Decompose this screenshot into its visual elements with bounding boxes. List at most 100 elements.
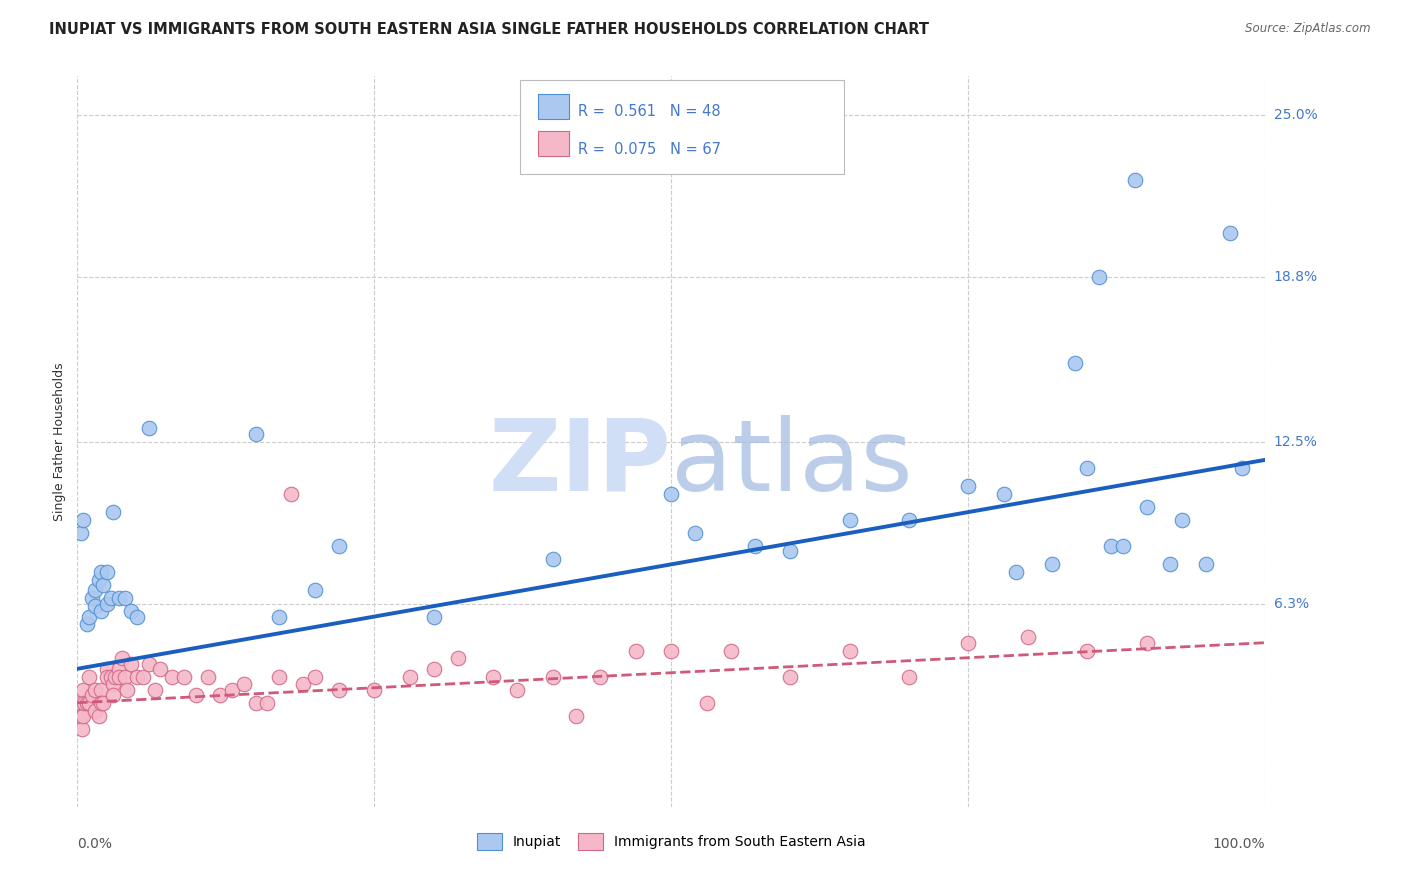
- Point: [269, 670, 291, 684]
- Point: [90, 682, 112, 697]
- Point: [779, 670, 801, 684]
- Point: [1064, 356, 1087, 370]
- Point: [232, 677, 254, 691]
- Point: [120, 604, 142, 618]
- Point: [93, 696, 115, 710]
- Point: [541, 552, 564, 566]
- Point: [482, 670, 505, 684]
- Point: [898, 513, 921, 527]
- Point: [70, 722, 93, 736]
- Point: [69, 696, 91, 710]
- Point: [898, 670, 921, 684]
- Point: [173, 670, 195, 684]
- Point: [96, 670, 118, 684]
- Point: [197, 670, 219, 684]
- Point: [90, 565, 112, 579]
- Point: [108, 670, 131, 684]
- Point: [125, 670, 148, 684]
- Point: [90, 696, 112, 710]
- Point: [125, 609, 148, 624]
- Point: [72, 513, 94, 527]
- Point: [957, 479, 980, 493]
- Point: [1112, 539, 1135, 553]
- Text: 12.5%: 12.5%: [1274, 434, 1317, 449]
- Point: [328, 682, 350, 697]
- Point: [624, 643, 647, 657]
- Point: [292, 677, 315, 691]
- Text: INUPIAT VS IMMIGRANTS FROM SOUTH EASTERN ASIA SINGLE FATHER HOUSEHOLDS CORRELATI: INUPIAT VS IMMIGRANTS FROM SOUTH EASTERN…: [49, 22, 929, 37]
- Point: [138, 657, 160, 671]
- Point: [1088, 269, 1111, 284]
- Point: [208, 688, 231, 702]
- Text: R =  0.075   N = 67: R = 0.075 N = 67: [578, 142, 721, 157]
- Point: [1099, 539, 1122, 553]
- Point: [70, 708, 93, 723]
- Point: [661, 643, 683, 657]
- Point: [1076, 460, 1098, 475]
- Text: ZIP: ZIP: [488, 415, 672, 512]
- Point: [120, 657, 142, 671]
- Point: [115, 682, 138, 697]
- Point: [138, 421, 160, 435]
- Point: [72, 708, 94, 723]
- Text: 25.0%: 25.0%: [1274, 108, 1317, 122]
- Point: [73, 696, 96, 710]
- Point: [77, 696, 100, 710]
- Point: [506, 682, 529, 697]
- Point: [1076, 643, 1098, 657]
- Point: [1136, 500, 1159, 514]
- Point: [269, 609, 291, 624]
- Point: [84, 704, 107, 718]
- Point: [114, 670, 136, 684]
- Point: [1195, 558, 1218, 572]
- Point: [186, 688, 208, 702]
- Point: [1159, 558, 1181, 572]
- Point: [84, 682, 107, 697]
- Point: [101, 505, 124, 519]
- Point: [280, 487, 302, 501]
- Point: [744, 539, 766, 553]
- Point: [87, 573, 110, 587]
- Point: [96, 662, 118, 676]
- Point: [1171, 513, 1194, 527]
- Point: [399, 670, 422, 684]
- Point: [80, 688, 103, 702]
- Point: [541, 670, 564, 684]
- Point: [779, 544, 801, 558]
- Point: [87, 708, 110, 723]
- Point: [1123, 173, 1146, 187]
- Point: [77, 670, 100, 684]
- Point: [70, 526, 93, 541]
- Point: [683, 526, 706, 541]
- Point: [838, 513, 860, 527]
- Point: [143, 682, 166, 697]
- Point: [245, 696, 267, 710]
- Legend: Inupiat, Immigrants from South Eastern Asia: Inupiat, Immigrants from South Eastern A…: [471, 827, 872, 855]
- Point: [101, 677, 124, 691]
- Point: [328, 539, 350, 553]
- Point: [661, 487, 683, 501]
- Point: [304, 670, 326, 684]
- Point: [363, 682, 385, 697]
- Point: [108, 591, 131, 606]
- Point: [838, 643, 860, 657]
- Point: [423, 662, 446, 676]
- Point: [100, 670, 122, 684]
- Point: [96, 565, 118, 579]
- Point: [84, 583, 107, 598]
- Point: [90, 604, 112, 618]
- Point: [108, 662, 131, 676]
- Point: [423, 609, 446, 624]
- Point: [993, 487, 1015, 501]
- Point: [80, 591, 103, 606]
- Point: [162, 670, 184, 684]
- Point: [72, 682, 94, 697]
- Point: [104, 670, 127, 684]
- Y-axis label: Single Father Households: Single Father Households: [53, 362, 66, 521]
- Point: [1017, 631, 1039, 645]
- Point: [93, 578, 115, 592]
- Point: [100, 591, 122, 606]
- Point: [1040, 558, 1063, 572]
- Point: [957, 635, 980, 649]
- Point: [131, 670, 153, 684]
